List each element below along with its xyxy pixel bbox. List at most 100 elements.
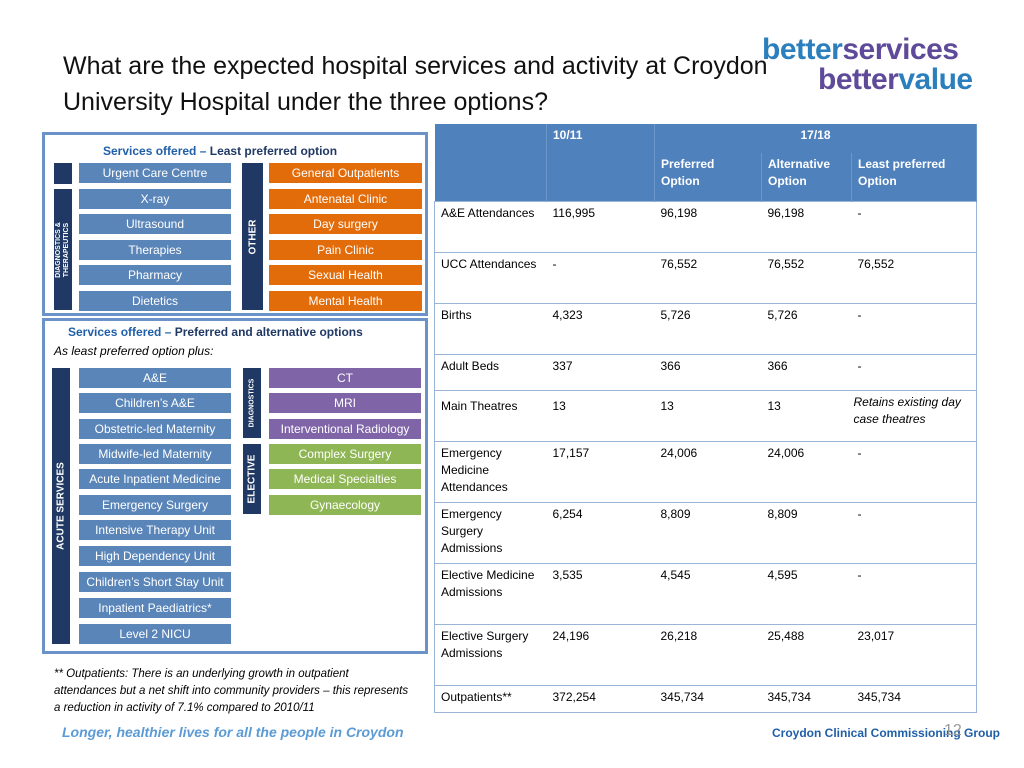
service-a-and-e: A&E: [79, 368, 231, 388]
cell-least-preferred: 23,017: [851, 623, 977, 685]
logo-word: services: [842, 33, 959, 66]
service-antenatal-clinic: Antenatal Clinic: [269, 189, 422, 209]
cell-least-preferred: -: [851, 562, 977, 624]
service-sexual-health: Sexual Health: [269, 265, 422, 285]
cell-1011: 24,196: [546, 623, 655, 685]
service-childrens-short-stay-unit: Children’s Short Stay Unit: [79, 572, 231, 592]
table-row: Elective Medicine Admissions 3,535 4,545…: [434, 562, 977, 624]
row-label: Births: [434, 302, 547, 354]
service-therapies: Therapies: [79, 240, 231, 260]
cell-preferred: 26,218: [654, 623, 762, 685]
page-title: What are the expected hospital services …: [63, 52, 768, 116]
service-midwife-led-maternity: Midwife-led Maternity: [79, 444, 231, 464]
cell-preferred: 13: [654, 389, 762, 441]
header-year-1718: 17/18: [654, 124, 977, 153]
cell-least-preferred: 345,734: [851, 684, 977, 713]
service-intensive-therapy-unit: Intensive Therapy Unit: [79, 520, 231, 540]
service-general-outpatients: General Outpatients: [269, 163, 422, 183]
logo-word: value: [898, 63, 973, 96]
service-pain-clinic: Pain Clinic: [269, 240, 422, 260]
cell-least-preferred: -: [851, 440, 977, 502]
cell-least-preferred: -: [851, 200, 977, 252]
table-row: Emergency Surgery Admissions 6,254 8,809…: [434, 501, 977, 563]
diagnostics-therapeutics-bar: DIAGNOSTICS & THERAPEUTICS: [54, 189, 72, 310]
page-number: 12: [944, 722, 962, 739]
cell-preferred: 366: [654, 353, 762, 390]
service-pharmacy: Pharmacy: [79, 265, 231, 285]
row-label: A&E Attendances: [434, 200, 547, 252]
subheader-preferred-option: Preferred Option: [654, 153, 762, 201]
service-dietetics: Dietetics: [79, 291, 231, 311]
cell-least-preferred: -: [851, 302, 977, 354]
cell-alternative: 345,734: [761, 684, 852, 713]
left-bar-top: [54, 163, 72, 184]
row-label: UCC Attendances: [434, 251, 547, 303]
cell-preferred: 24,006: [654, 440, 762, 502]
service-medical-specialties: Medical Specialties: [269, 469, 421, 489]
subheader-cell: [434, 153, 547, 201]
service-level-2-nicu: Level 2 NICU: [79, 624, 231, 644]
service-emergency-surgery: Emergency Surgery: [79, 495, 231, 515]
row-label: Main Theatres: [434, 389, 547, 441]
service-x-ray: X-ray: [79, 189, 231, 209]
cell-alternative: 366: [761, 353, 852, 390]
table-row: UCC Attendances - 76,552 76,552 76,552: [434, 251, 977, 303]
cell-alternative: 76,552: [761, 251, 852, 303]
cell-alternative: 8,809: [761, 501, 852, 563]
panel1-heading: Services offered – Least preferred optio…: [103, 144, 337, 158]
service-childrens-a-and-e: Children’s A&E: [79, 393, 231, 413]
cell-least-preferred: Retains existing day case theatres: [851, 389, 977, 441]
cell-1011: 116,995: [546, 200, 655, 252]
service-acute-inpatient-medicine: Acute Inpatient Medicine: [79, 469, 231, 489]
table-header-row: 10/11 17/18: [434, 124, 977, 153]
table-row: Births 4,323 5,726 5,726 -: [434, 302, 977, 354]
row-label: Adult Beds: [434, 353, 547, 390]
diagnostics-bar: DIAGNOSTICS: [243, 368, 261, 438]
cell-alternative: 5,726: [761, 302, 852, 354]
service-high-dependency-unit: High Dependency Unit: [79, 546, 231, 566]
cell-least-preferred: -: [851, 501, 977, 563]
cell-alternative: 25,488: [761, 623, 852, 685]
acute-services-bar: ACUTE SERVICES: [52, 368, 70, 644]
table-row: Emergency Medicine Attendances 17,157 24…: [434, 440, 977, 502]
header-cell: [434, 124, 547, 153]
service-inpatient-paediatrics: Inpatient Paediatrics*: [79, 598, 231, 618]
logo-word: better: [818, 63, 899, 96]
diagnostics-therapeutics-label: DIAGNOSTICS & THERAPEUTICS: [55, 221, 70, 278]
other-bar: OTHER: [242, 163, 263, 310]
cell-alternative: 96,198: [761, 200, 852, 252]
header-year-1011: 10/11: [546, 124, 655, 153]
cell-least-preferred: 76,552: [851, 251, 977, 303]
service-interventional-radiology: Interventional Radiology: [269, 419, 421, 439]
cell-preferred: 4,545: [654, 562, 762, 624]
service-obstetric-led-maternity: Obstetric-led Maternity: [79, 419, 231, 439]
row-label: Emergency Surgery Admissions: [434, 501, 547, 563]
cell-alternative: 24,006: [761, 440, 852, 502]
service-ultrasound: Ultrasound: [79, 214, 231, 234]
logo-word: better: [762, 33, 843, 66]
cell-1011: 17,157: [546, 440, 655, 502]
cell-preferred: 345,734: [654, 684, 762, 713]
panel1-heading-prefix: Services offered –: [103, 144, 210, 158]
elective-bar: ELECTIVE: [243, 444, 261, 514]
panel2-heading-prefix: Services offered –: [68, 325, 175, 339]
cell-1011: 4,323: [546, 302, 655, 354]
outpatients-footnote: ** Outpatients: There is an underlying g…: [54, 668, 409, 714]
ccg-logo-text: Croydon Clinical Commissioning Group: [772, 726, 1001, 740]
subheader-cell: [546, 153, 655, 201]
subheader-alternative-option: Alternative Option: [761, 153, 852, 201]
cell-1011: -: [546, 251, 655, 303]
table-row: Main Theatres 13 13 13 Retains existing …: [434, 389, 977, 441]
logo-line-2: bettervalue: [818, 64, 973, 96]
panel2-heading-options: Preferred and alternative options: [174, 325, 363, 339]
elective-label: ELECTIVE: [246, 454, 258, 504]
acute-services-label: ACUTE SERVICES: [55, 462, 67, 550]
row-label: Elective Medicine Admissions: [434, 562, 547, 624]
cell-1011: 13: [546, 389, 655, 441]
service-day-surgery: Day surgery: [269, 214, 422, 234]
service-mri: MRI: [269, 393, 421, 413]
cell-alternative: 13: [761, 389, 852, 441]
row-label: Outpatients**: [434, 684, 547, 713]
service-gynaecology: Gynaecology: [269, 495, 421, 515]
service-ct: CT: [269, 368, 421, 388]
